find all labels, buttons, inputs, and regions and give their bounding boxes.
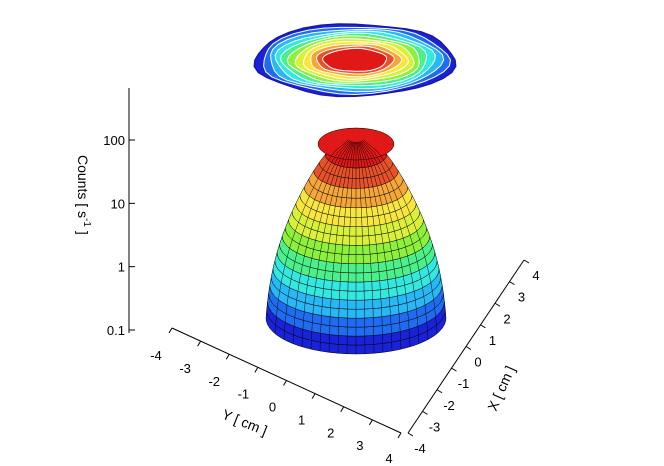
- x-tick-label: 0: [474, 355, 481, 370]
- mesh-line: [283, 140, 350, 340]
- contour-projection: [253, 23, 457, 98]
- mesh-line: [274, 139, 349, 334]
- x-tick-mark: [480, 324, 486, 329]
- y-tick-label: -3: [179, 361, 191, 376]
- x-tick-mark: [407, 432, 414, 437]
- mesh-line: [301, 141, 352, 347]
- mesh-line: [357, 141, 375, 354]
- y-tick-mark: [225, 353, 230, 360]
- z-tick-label: 100: [103, 133, 125, 148]
- mesh-line: [292, 140, 351, 344]
- x-tick-mark: [451, 367, 457, 372]
- y-tick-label: 0: [269, 400, 276, 415]
- mesh-line: [319, 141, 354, 352]
- mesh-line: [362, 140, 429, 340]
- mesh-line: [346, 141, 356, 354]
- x-tick-mark: [465, 346, 472, 350]
- y-tick-mark: [283, 380, 287, 386]
- x-tick-label: 3: [518, 290, 525, 305]
- x-tick-label: -1: [458, 376, 470, 391]
- x-tick-label: -2: [443, 398, 455, 413]
- y-tick-label: -1: [238, 387, 250, 402]
- surface-plot: [265, 127, 447, 355]
- mesh-line: [328, 141, 354, 353]
- y-tick-mark: [197, 340, 202, 347]
- y-tick-mark: [168, 327, 173, 334]
- z-axis-ticks: 0.1 1 10 100: [103, 133, 135, 338]
- mesh-line: [359, 141, 402, 350]
- y-axis-ticks: -4 -3 -2 -1 0 1 2 3 4: [150, 327, 402, 466]
- y-tick-label: -4: [150, 348, 162, 363]
- mesh-line: [310, 141, 353, 350]
- x-tick-mark: [523, 259, 530, 264]
- mesh-line: [358, 141, 384, 353]
- mesh-line: [363, 139, 438, 334]
- x-tick-mark: [436, 389, 443, 394]
- z-tick-label: 1: [118, 260, 125, 275]
- z-tick-label: 10: [111, 196, 125, 211]
- y-tick-mark: [311, 393, 316, 399]
- mesh-line: [361, 140, 420, 344]
- mesh-line: [360, 141, 411, 347]
- x-tick-mark: [422, 410, 428, 415]
- mesh-line: [356, 141, 366, 354]
- mesh-line: [337, 141, 355, 354]
- z-tick-label: 0.1: [107, 323, 125, 338]
- z-axis-label-exponent: -1: [81, 218, 92, 227]
- y-tick-mark: [254, 367, 259, 373]
- x-tick-label: 4: [532, 268, 539, 283]
- y-tick-mark: [340, 406, 345, 413]
- z-axis-label: Counts [ s-1 ]: [75, 155, 92, 235]
- contour-level: [322, 47, 388, 72]
- z-axis-label-close: ]: [75, 227, 91, 235]
- x-tick-label: 1: [489, 333, 496, 348]
- x-axis-label: X [ cm ]: [484, 363, 518, 413]
- y-tick-label: 1: [298, 412, 305, 427]
- y-axis-label: Y [ cm ]: [220, 406, 270, 439]
- z-axis-label-text: Counts [ s: [75, 155, 91, 218]
- y-tick-mark: [397, 432, 402, 439]
- x-tick-mark: [494, 302, 501, 307]
- y-tick-label: -2: [208, 374, 220, 389]
- y-tick-label: 4: [385, 451, 392, 466]
- x-tick-label: 2: [503, 311, 510, 326]
- mesh-line: [358, 141, 393, 352]
- y-tick-mark: [368, 419, 373, 426]
- y-tick-label: 3: [356, 438, 363, 453]
- x-tick-label: -4: [414, 441, 426, 456]
- x-tick-label: -3: [429, 419, 441, 434]
- y-tick-label: 2: [327, 425, 334, 440]
- x-tick-mark: [509, 281, 515, 286]
